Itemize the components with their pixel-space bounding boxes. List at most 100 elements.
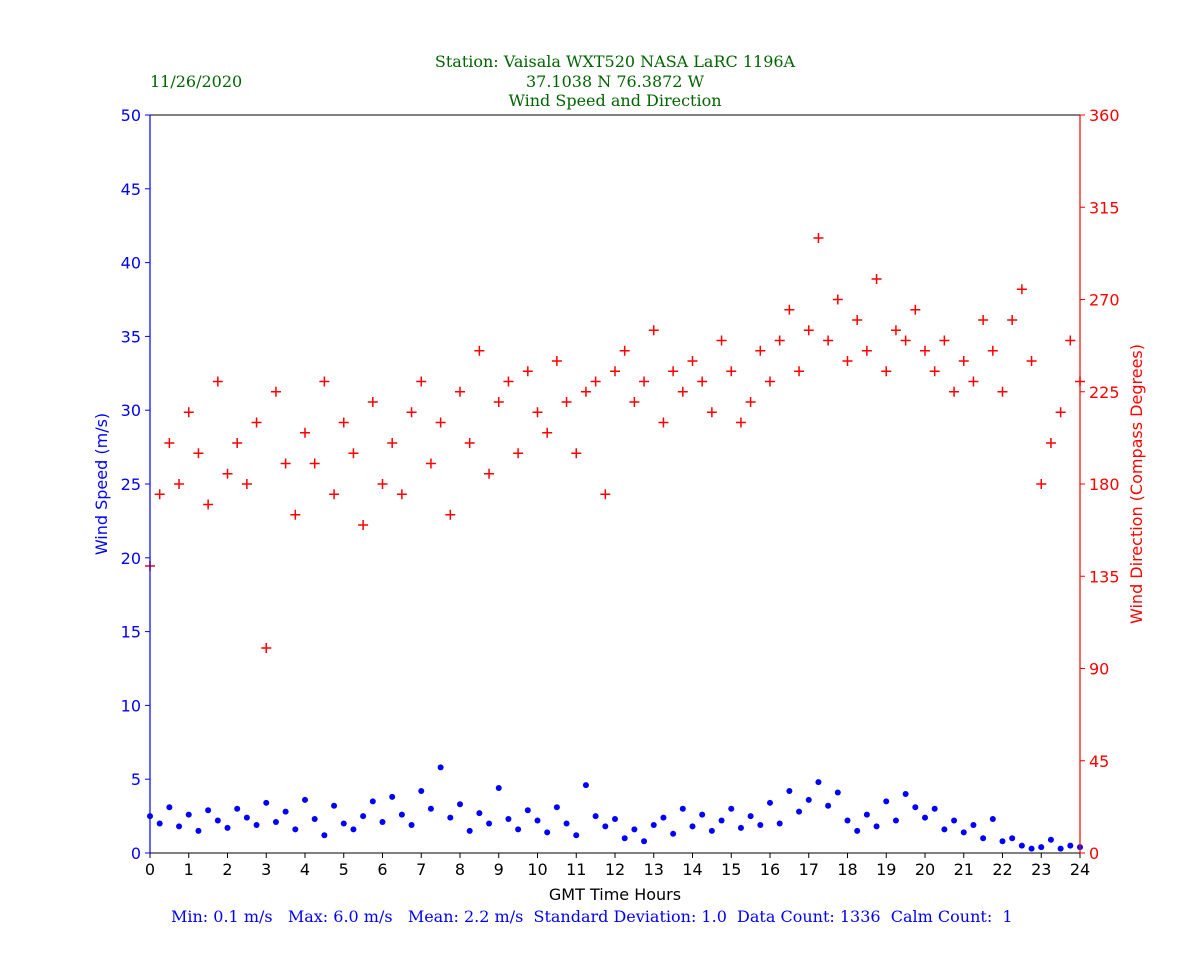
direction-point [203,499,214,510]
speed-point [883,798,890,805]
direction-point [290,509,301,520]
speed-point [553,804,560,811]
x-tick-label: 3 [261,860,271,879]
direction-point [1036,479,1047,489]
speed-point [544,829,551,836]
y-tick-label: 5 [131,770,141,789]
speed-point [379,819,386,826]
direction-point [425,458,436,469]
x-tick-label: 17 [799,860,819,879]
speed-point [602,823,609,830]
direction-point [958,356,969,366]
speed-point [825,802,832,809]
speed-point [728,805,735,812]
speed-point [418,788,425,795]
y-tick-label: 30 [121,401,141,420]
direction-point [619,345,630,356]
direction-point [571,448,582,459]
direction-point [658,417,669,428]
direction-point [677,386,688,397]
direction-point [842,356,853,366]
direction-point [687,356,698,366]
direction-point [784,304,795,315]
direction-point [542,427,553,438]
speed-point [631,826,638,833]
speed-point [573,832,580,839]
direction-point [193,448,204,459]
direction-point [464,438,475,448]
y-tick-label: 45 [121,180,141,199]
direction-point [232,438,243,448]
speed-point [389,793,396,800]
x-tick-label: 21 [954,860,974,879]
direction-point [590,376,601,387]
y-tick-label: 40 [121,254,141,273]
direction-point [929,366,940,377]
speed-point [214,817,221,824]
x-tick-label: 0 [145,860,155,879]
speed-point [292,826,299,833]
speed-point [892,817,899,824]
chart-title: Wind Speed and Direction [508,91,722,110]
direction-point [261,643,272,653]
speed-point [689,823,696,830]
speed-point [234,805,241,812]
y2-tick-label: 0 [1089,844,1099,863]
speed-point [263,799,270,806]
y-tick-label: 0 [131,844,141,863]
direction-point [949,386,960,397]
speed-point [1038,844,1045,851]
x-tick-label: 23 [1031,860,1051,879]
speed-point [708,827,715,834]
direction-point [755,345,766,356]
direction-point [406,407,417,418]
direction-point [183,407,194,418]
speed-point [534,817,541,824]
direction-point [319,376,330,387]
direction-point [270,386,281,397]
direction-point [774,335,785,346]
direction-point [697,376,708,387]
direction-point [861,345,872,356]
direction-point [668,366,679,377]
direction-point [416,376,427,387]
direction-point [377,479,388,489]
direction-point [1007,315,1018,325]
speed-point [960,829,967,836]
speed-point [805,796,812,803]
direction-point [300,427,310,438]
x-tick-label: 18 [837,860,857,879]
direction-point [1045,438,1056,448]
x-tick-label: 22 [992,860,1012,879]
direction-point [503,376,514,387]
x-tick-label: 24 [1070,860,1090,879]
speed-point [737,824,744,831]
speed-point [563,820,570,827]
direction-point [329,489,340,500]
direction-point [987,345,998,356]
speed-point [195,827,202,834]
direction-point [716,335,727,346]
direction-point [222,468,233,479]
speed-point [980,835,987,842]
direction-point [997,386,1008,397]
direction-point [561,397,572,407]
speed-point [612,816,618,823]
direction-point [309,458,320,469]
direction-point [706,407,717,418]
speed-point [863,811,870,818]
speed-point [282,808,289,815]
x-tick-label: 5 [339,860,349,879]
direction-point [484,468,495,479]
x-tick-label: 4 [300,860,310,879]
statistics-summary: Min: 0.1 m/s Max: 6.0 m/s Mean: 2.2 m/s … [171,907,1013,926]
direction-point [1055,407,1066,418]
speed-point [621,835,628,842]
speed-point [408,821,415,828]
direction-point [939,335,950,346]
speed-point [776,820,783,827]
direction-point [871,274,882,284]
speed-point [786,788,793,795]
direction-point [1065,335,1076,346]
